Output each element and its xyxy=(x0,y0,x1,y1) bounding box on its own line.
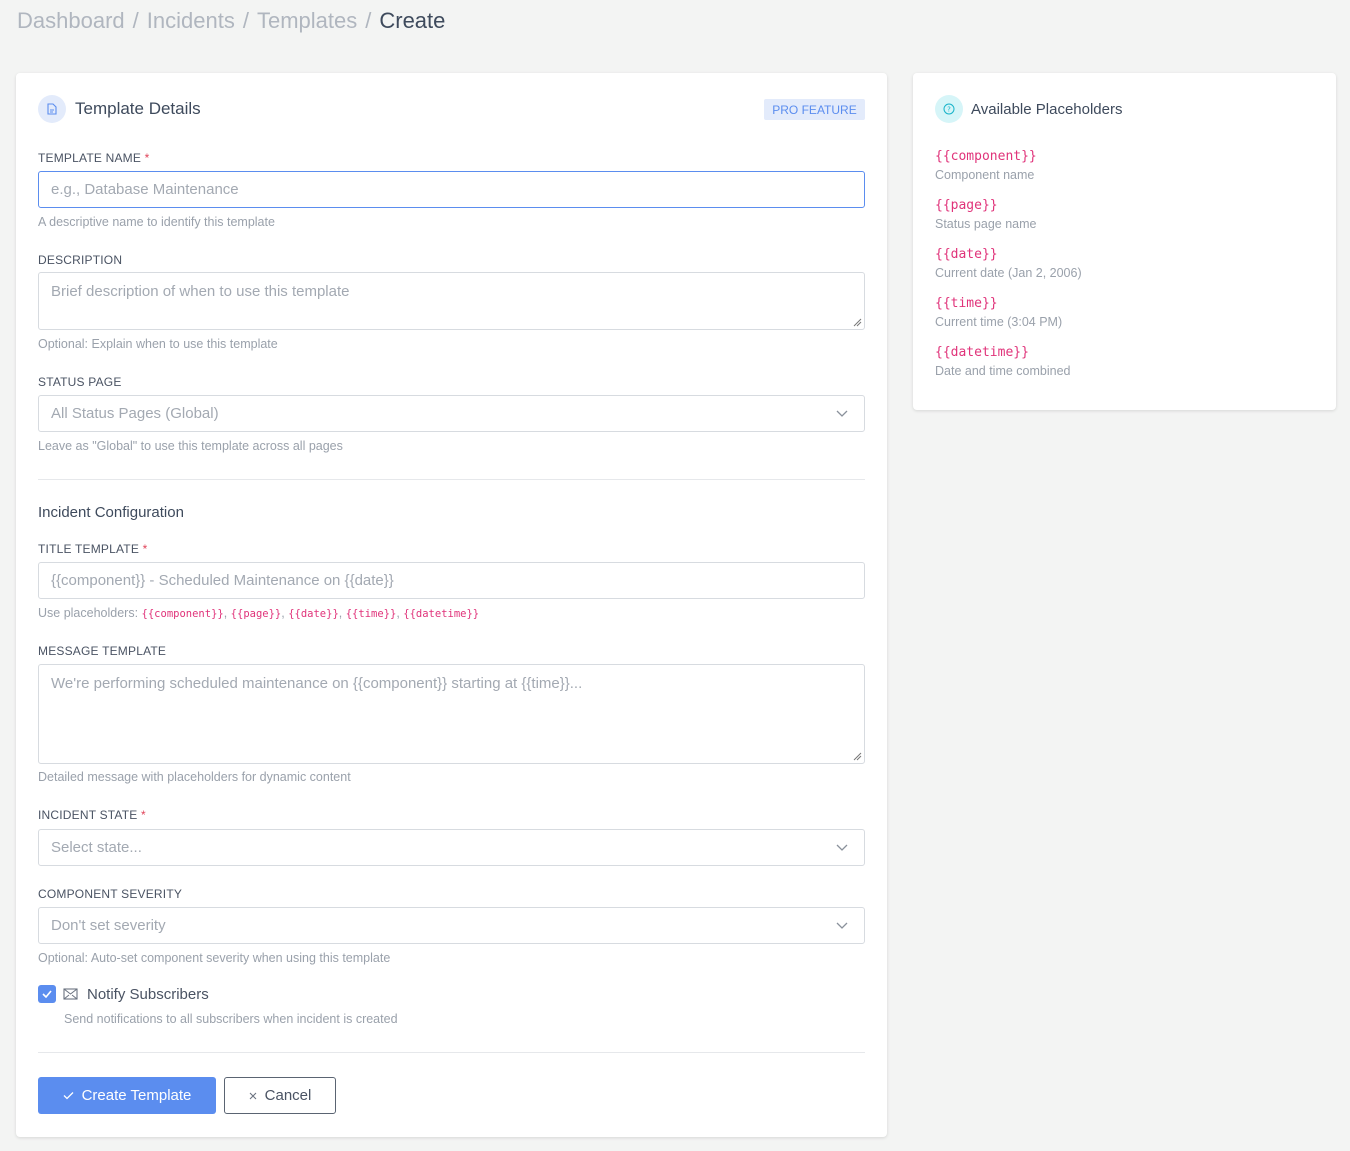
chevron-down-icon xyxy=(836,844,848,851)
template-details-card xyxy=(16,73,887,1137)
template-name-help: A descriptive name to identify this temp… xyxy=(38,215,275,229)
check-icon xyxy=(63,1092,74,1100)
check-icon xyxy=(42,990,52,998)
component-severity-select[interactable]: Don't set severity xyxy=(38,907,865,944)
breadcrumb-dashboard[interactable]: Dashboard xyxy=(17,8,125,33)
message-template-textarea[interactable]: We're performing scheduled maintenance o… xyxy=(38,664,865,764)
title-template-help: Use placeholders: {{component}}, {{page}… xyxy=(38,606,480,620)
placeholder-item: {{date}} Current date (Jan 2, 2006) xyxy=(935,247,1082,280)
resize-handle-icon xyxy=(853,318,862,327)
placeholder-list: {{component}} Component name {{page}} Stat… xyxy=(935,149,1082,394)
notify-subscribers-label: Notify Subscribers xyxy=(87,986,209,1003)
chevron-down-icon xyxy=(836,410,848,417)
description-help: Optional: Explain when to use this templ… xyxy=(38,337,278,351)
breadcrumb-templates[interactable]: Templates xyxy=(256,8,358,33)
component-severity-help: Optional: Auto-set component severity wh… xyxy=(38,951,391,965)
title-template-input[interactable]: {{component}} - Scheduled Maintenance on… xyxy=(38,562,865,599)
placeholder-item: {{page}} Status page name xyxy=(935,198,1037,231)
incident-state-label: INCIDENT STATE * xyxy=(38,808,146,822)
document-icon xyxy=(38,95,66,123)
description-label: DESCRIPTION xyxy=(38,253,123,267)
resize-handle-icon xyxy=(853,752,862,761)
placeholder-item: {{component}} Component name xyxy=(935,149,1037,182)
notify-subscribers-help: Send notifications to all subscribers wh… xyxy=(64,1012,398,1026)
incident-state-select[interactable]: Select state... xyxy=(38,829,865,866)
message-template-help: Detailed message with placeholders for d… xyxy=(38,770,351,784)
message-template-label: MESSAGE TEMPLATE xyxy=(38,644,167,658)
template-name-input[interactable]: e.g., Database Maintenance xyxy=(38,171,865,208)
divider xyxy=(38,1052,865,1053)
placeholder-item: {{time}} Current time (3:04 PM) xyxy=(935,296,1063,329)
incident-configuration-heading: Incident Configuration xyxy=(38,504,184,521)
placeholders-title: Available Placeholders xyxy=(971,101,1123,118)
component-severity-label: COMPONENT SEVERITY xyxy=(38,887,183,901)
divider xyxy=(38,479,865,480)
placeholders-card xyxy=(913,73,1336,410)
breadcrumb-current: Create xyxy=(379,8,446,33)
status-page-label: STATUS PAGE xyxy=(38,375,122,389)
status-page-select[interactable]: All Status Pages (Global) xyxy=(38,395,865,432)
question-circle-icon: ? xyxy=(935,95,963,123)
status-page-help: Leave as "Global" to use this template a… xyxy=(38,439,343,453)
description-textarea[interactable]: Brief description of when to use this te… xyxy=(38,272,865,330)
pro-feature-badge: PRO FEATURE xyxy=(764,99,865,120)
create-template-button[interactable]: Create Template xyxy=(38,1077,216,1114)
breadcrumb: Dashboard / Incidents / Templates / Create xyxy=(17,8,446,33)
cancel-button[interactable]: Cancel xyxy=(224,1077,336,1114)
notify-subscribers-checkbox[interactable] xyxy=(38,985,56,1003)
placeholder-item: {{datetime}} Date and time combined xyxy=(935,345,1071,378)
title-template-label: TITLE TEMPLATE * xyxy=(38,542,148,556)
card-title: Template Details xyxy=(75,99,201,118)
envelope-icon xyxy=(63,988,78,1000)
breadcrumb-incidents[interactable]: Incidents xyxy=(146,8,235,33)
close-icon xyxy=(249,1092,257,1099)
svg-text:?: ? xyxy=(947,106,951,114)
template-name-label: TEMPLATE NAME * xyxy=(38,151,150,165)
chevron-down-icon xyxy=(836,922,848,929)
